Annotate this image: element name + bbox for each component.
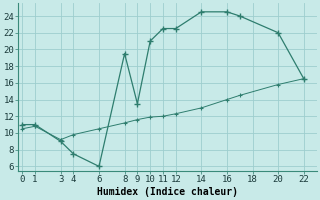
X-axis label: Humidex (Indice chaleur): Humidex (Indice chaleur)	[97, 186, 238, 197]
